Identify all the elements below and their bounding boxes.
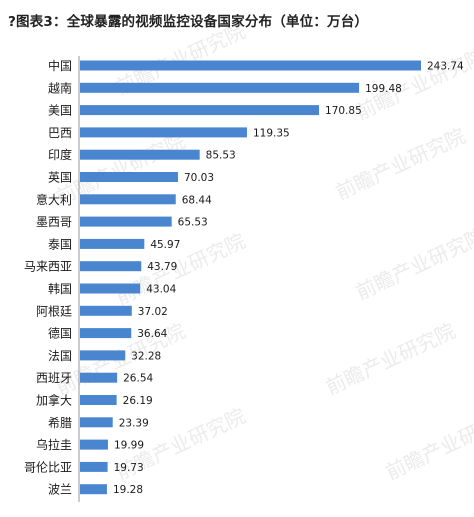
category-label: 越南 — [48, 80, 72, 95]
category-label: 哥伦比亚 — [24, 459, 72, 474]
category-label: 阿根廷 — [36, 304, 72, 318]
bar — [80, 350, 126, 361]
category-label: 美国 — [48, 104, 72, 118]
value-label: 19.73 — [114, 462, 144, 474]
value-label: 23.39 — [119, 417, 149, 429]
watermark-text: 前瞻产业研究院 — [322, 319, 459, 400]
value-label: 19.28 — [113, 484, 143, 496]
bar — [80, 149, 200, 160]
value-label: 119.35 — [253, 127, 290, 139]
category-label: 英国 — [48, 171, 72, 185]
category-label: 德国 — [48, 326, 72, 341]
value-label: 65.53 — [178, 217, 208, 229]
value-label: 68.44 — [182, 194, 212, 206]
category-label: 西班牙 — [36, 371, 72, 385]
bar — [80, 82, 360, 93]
bar — [80, 127, 247, 138]
watermark-text: 前瞻产业研究院 — [382, 404, 474, 485]
category-label: 乌拉圭 — [36, 437, 72, 452]
bar — [80, 328, 132, 339]
bar — [80, 417, 113, 428]
chart-title: ?图表3：全球暴露的视频监控设备国家分布（单位：万台） — [8, 14, 369, 30]
bar — [80, 283, 141, 294]
value-label: 85.53 — [206, 150, 236, 162]
value-label: 37.02 — [138, 306, 168, 318]
category-label: 法国 — [48, 349, 72, 363]
bar — [80, 395, 117, 405]
bar — [80, 105, 320, 116]
bar — [80, 439, 108, 450]
value-label: 70.03 — [184, 172, 214, 184]
bar — [80, 194, 176, 205]
watermark-text: 前瞻产业研究院 — [332, 124, 469, 205]
category-label: 中国 — [48, 58, 72, 73]
bar — [80, 461, 108, 472]
value-label: 32.28 — [131, 350, 161, 362]
value-label: 43.79 — [147, 261, 177, 273]
value-label: 36.64 — [137, 328, 167, 340]
bar — [80, 305, 132, 316]
category-label: 波兰 — [48, 483, 72, 497]
category-label: 墨西哥 — [36, 215, 72, 229]
category-label: 希腊 — [48, 415, 72, 430]
bar — [80, 216, 172, 227]
category-label: 巴西 — [48, 126, 72, 140]
value-label: 170.85 — [325, 105, 362, 117]
value-label: 43.04 — [146, 284, 176, 296]
value-label: 199.48 — [365, 83, 402, 95]
bar — [80, 372, 118, 383]
value-label: 243.74 — [427, 61, 464, 73]
value-label: 45.97 — [150, 239, 180, 251]
value-label: 26.54 — [123, 373, 153, 385]
category-label: 马来西亚 — [24, 260, 72, 274]
watermark-text: 前瞻产业研究院 — [352, 224, 474, 305]
bar — [80, 172, 178, 182]
value-label: 19.99 — [114, 440, 144, 452]
bar — [80, 60, 421, 71]
bar — [80, 261, 142, 272]
bar — [80, 238, 145, 249]
bar — [80, 484, 107, 495]
category-label: 印度 — [48, 147, 72, 162]
category-label: 加拿大 — [36, 393, 72, 408]
category-label: 意大利 — [36, 192, 72, 207]
category-label: 韩国 — [48, 281, 72, 296]
category-label: 泰国 — [48, 237, 72, 251]
bars-layer: 中国 243.74 越南 199.48 美国 170.85 巴西 119.35 印度 85.53 英… — [24, 58, 464, 497]
value-label: 26.19 — [123, 395, 153, 407]
